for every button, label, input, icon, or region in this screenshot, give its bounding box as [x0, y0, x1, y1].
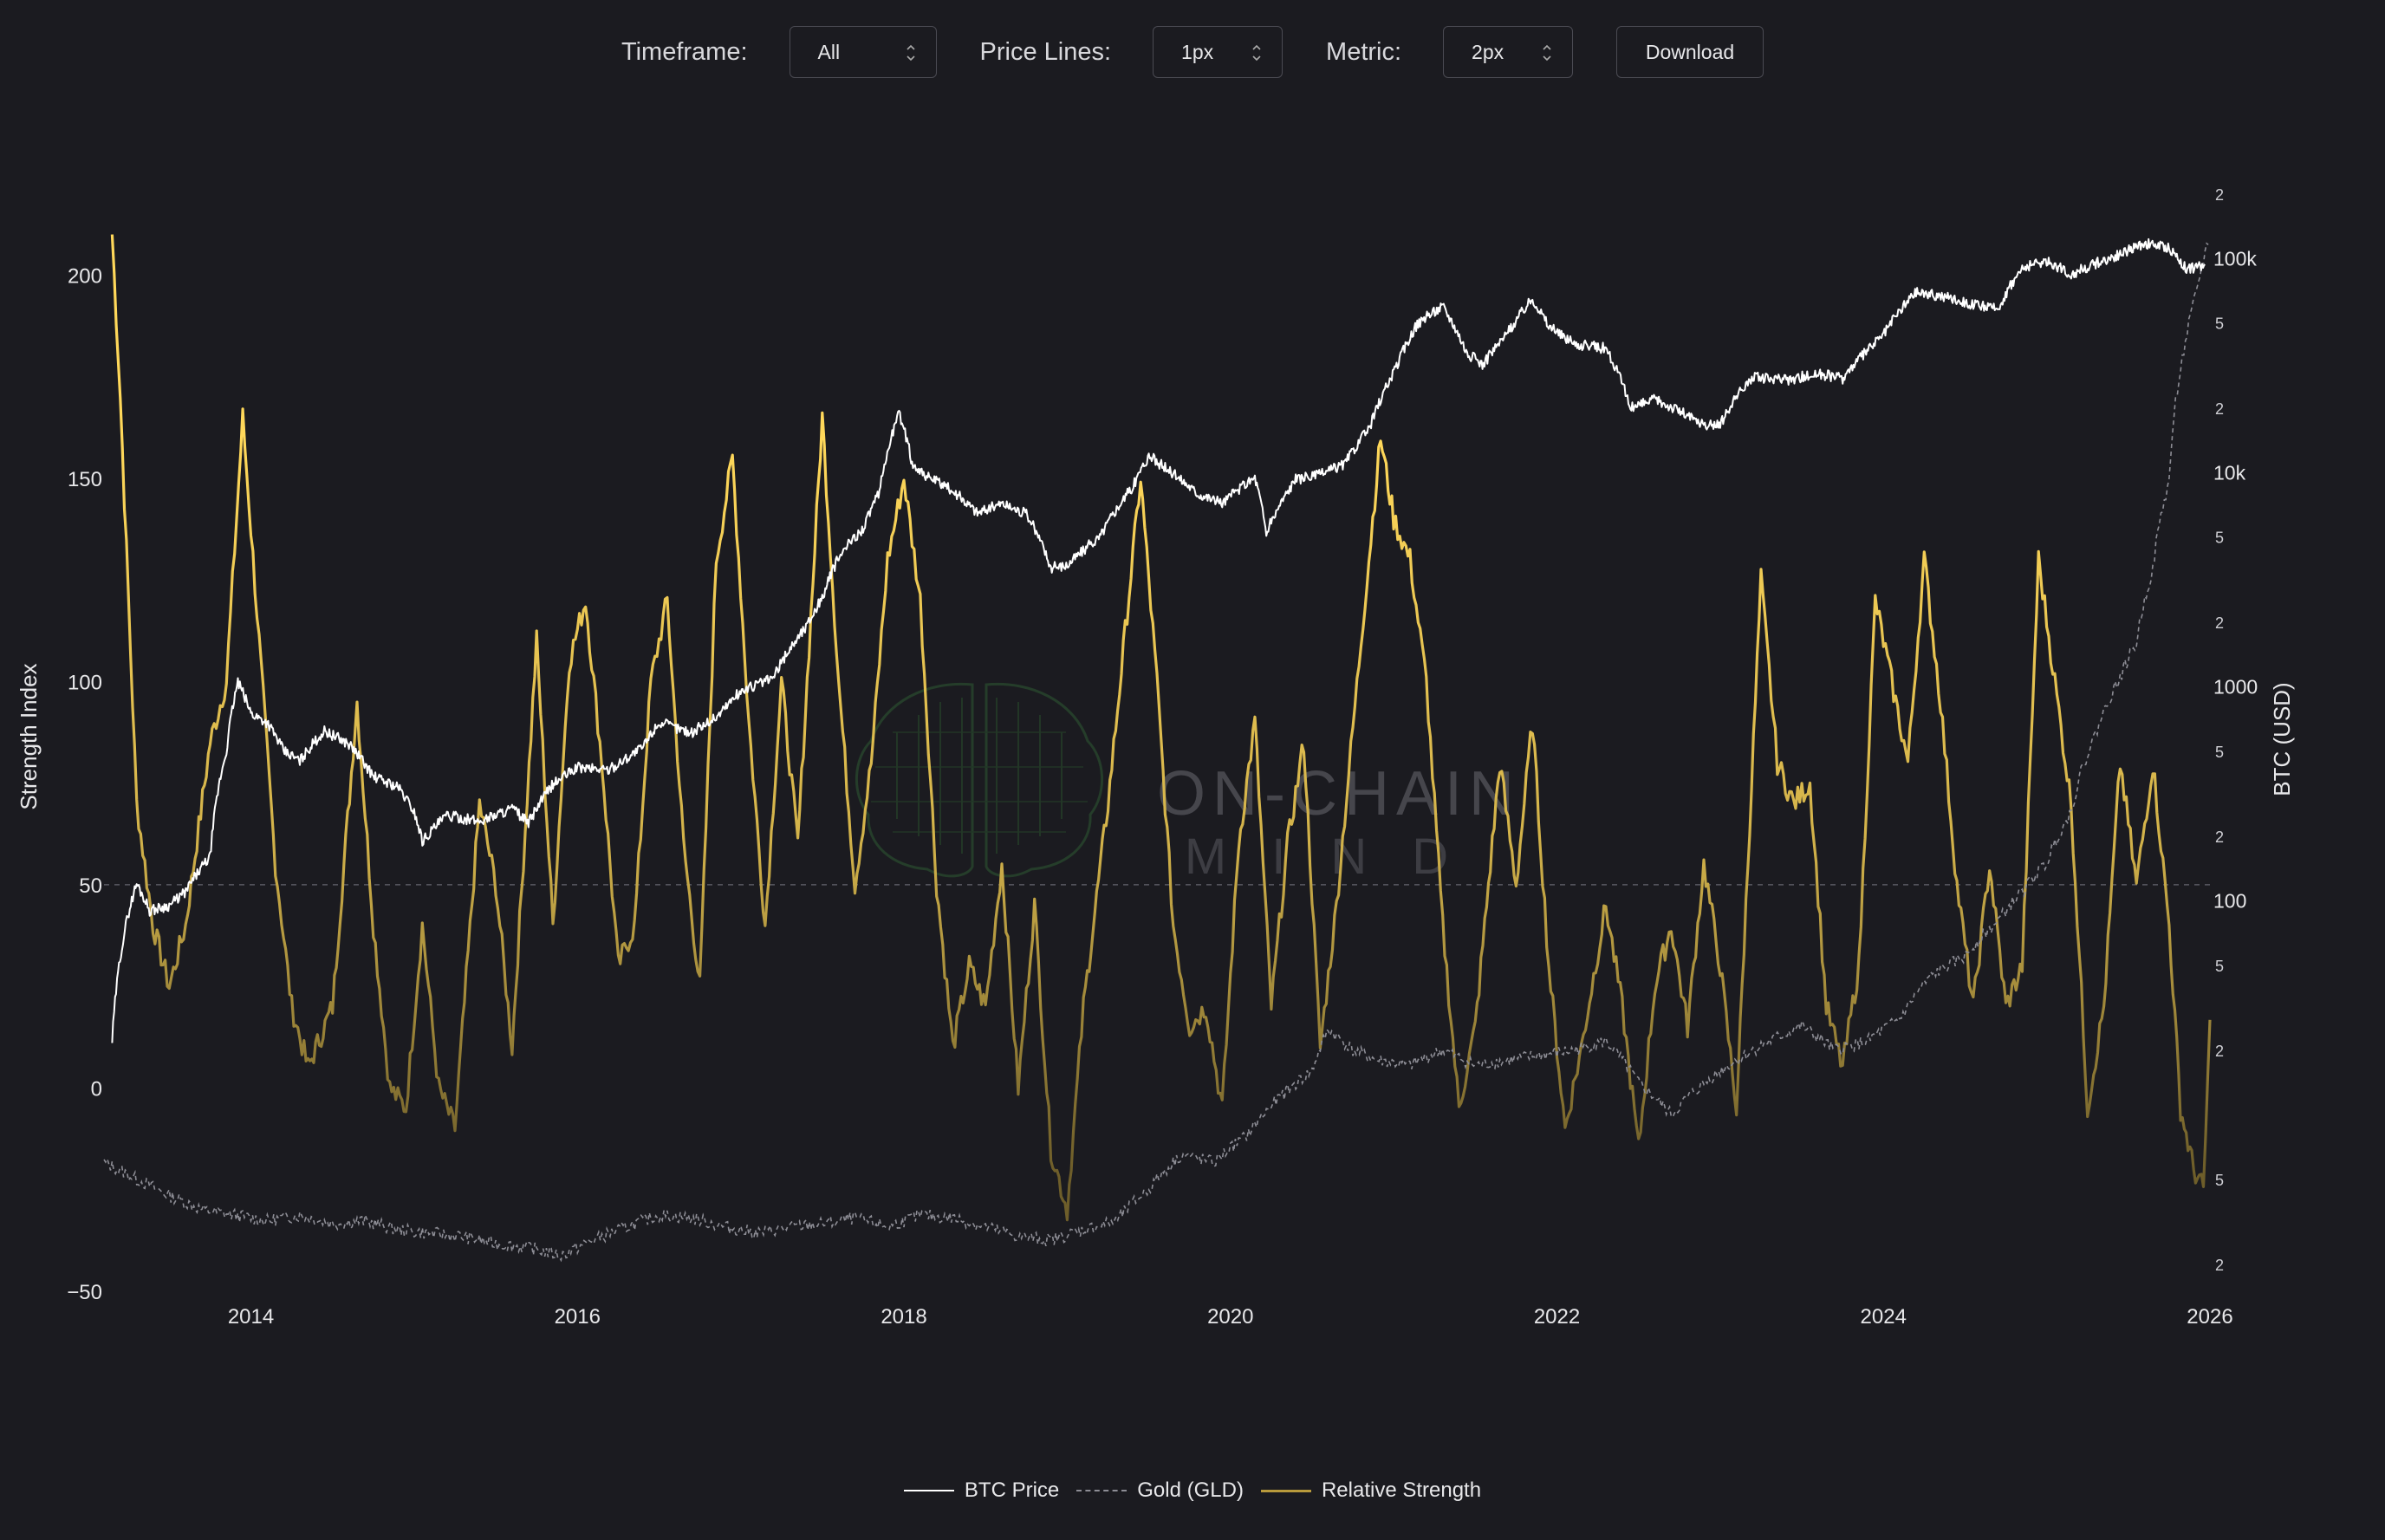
left-tick-label: 50 [79, 874, 102, 898]
price-lines-select[interactable]: 1px [1153, 26, 1283, 78]
x-axis-ticks: 2014 2016 2018 2020 2022 2024 2026 [228, 1305, 2233, 1329]
updown-icon [906, 44, 915, 62]
legend-item-btc[interactable]: BTC Price [903, 1478, 1060, 1503]
x-tick-label: 2022 [1534, 1305, 1580, 1329]
left-tick-label: 100 [68, 671, 102, 694]
right-minor-tick-label: 2 [2215, 614, 2224, 632]
left-tick-label: 150 [68, 468, 102, 491]
metric-label: Metric: [1326, 37, 1402, 66]
watermark-line2: MIND [1185, 828, 1493, 885]
right-major-tick-label: 100 [2213, 889, 2246, 912]
timeframe-label: Timeframe: [621, 37, 748, 66]
legend-swatch-strength [1260, 1489, 1311, 1492]
metric-value: 2px [1472, 40, 1504, 63]
series-btc-price-line [111, 237, 2206, 1043]
right-minor-tick-label: 5 [2215, 530, 2224, 547]
right-minor-tick-label: 5 [2215, 744, 2224, 761]
toolbar: Timeframe: All Price Lines: 1px Metric: … [0, 24, 2385, 80]
watermark-line1: ON-CHAIN [1157, 759, 1521, 828]
right-minor-tick-label: 5 [2215, 958, 2224, 975]
x-tick-label: 2026 [2187, 1305, 2232, 1329]
timeframe-select[interactable]: All [789, 26, 937, 78]
x-tick-label: 2024 [1861, 1305, 1907, 1329]
updown-icon [1252, 44, 1261, 62]
left-axis-label: Strength Index [16, 663, 42, 809]
right-minor-tick-label: 2 [2215, 828, 2224, 846]
right-major-tick-label: 100k [2213, 247, 2257, 270]
brain-logo-icon [855, 682, 1104, 878]
download-button[interactable]: Download [1616, 26, 1764, 78]
right-axis-label: BTC (USD) [2269, 682, 2295, 796]
left-axis-ticks: −50 0 50 100 150 200 [67, 264, 102, 1304]
right-minor-tick-label: 5 [2215, 1172, 2224, 1189]
right-minor-tick-label: 2 [2215, 400, 2224, 418]
right-major-tick-label: 1000 [2213, 675, 2258, 698]
right-minor-tick-label: 2 [2215, 1257, 2224, 1274]
x-tick-label: 2018 [881, 1305, 926, 1329]
left-tick-label: 200 [68, 264, 102, 288]
timeframe-value: All [817, 40, 841, 63]
watermark: ON-CHAIN MIND [855, 682, 1521, 885]
legend-label-strength: Relative Strength [1321, 1478, 1482, 1502]
price-lines-value: 1px [1181, 40, 1214, 63]
right-minor-tick-label: 2 [2215, 1043, 2224, 1060]
price-lines-label: Price Lines: [979, 37, 1112, 66]
legend-swatch-btc [903, 1490, 954, 1491]
updown-icon [1543, 44, 1551, 62]
right-axis-ticks: 100 1000 10k 100k 2 5 2 5 2 5 2 5 2 5 2 [2213, 186, 2258, 1274]
series-relative-strength-line [110, 234, 2212, 1222]
right-major-tick-label: 10k [2213, 461, 2246, 484]
legend-label-gold: Gold (GLD) [1137, 1478, 1244, 1502]
legend-item-strength[interactable]: Relative Strength [1260, 1478, 1482, 1503]
left-tick-label: −50 [67, 1281, 102, 1304]
series-gold-line [103, 242, 2209, 1263]
right-minor-tick-label: 5 [2215, 315, 2224, 333]
left-tick-label: 0 [91, 1077, 102, 1101]
series-layer [103, 234, 2212, 1263]
legend-item-gold[interactable]: Gold (GLD) [1076, 1478, 1244, 1503]
x-tick-label: 2016 [555, 1305, 601, 1329]
legend-label-btc: BTC Price [964, 1478, 1060, 1502]
legend: BTC Price Gold (GLD) Relative Strength [0, 1478, 2385, 1503]
x-tick-label: 2014 [228, 1305, 274, 1329]
metric-select[interactable]: 2px [1443, 26, 1574, 78]
right-minor-tick-label: 2 [2215, 186, 2224, 204]
x-tick-label: 2020 [1207, 1305, 1253, 1329]
legend-swatch-gold [1076, 1490, 1128, 1491]
